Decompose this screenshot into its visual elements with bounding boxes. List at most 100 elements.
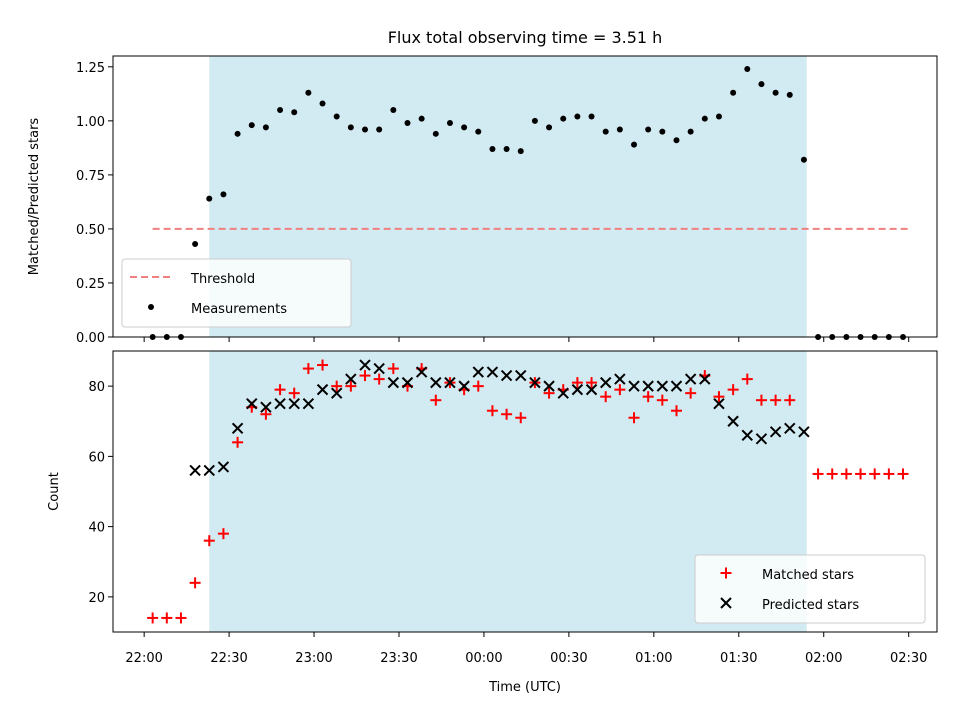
x-axis-label: Time (UTC): [488, 680, 561, 695]
measurement-point: [744, 65, 751, 72]
predicted-star-point: [571, 383, 584, 396]
matched-star-point: [232, 436, 244, 448]
predicted-star-point: [359, 359, 371, 371]
matched-star-point: [685, 387, 697, 399]
matched-star-point: [430, 394, 442, 406]
measurement-point: [602, 128, 609, 135]
matched-star-point: [373, 373, 385, 385]
top-axes-frame: [112, 55, 938, 338]
bottom-panel: 20 40 60 80 22:00 22:30 23:00 23:30 00:00 00:30 0…: [47, 350, 938, 695]
predicted-star-point: [345, 373, 357, 385]
predicted-star-point: [699, 373, 711, 385]
bottom-x-tick-label: 22:30: [210, 651, 247, 666]
legend-matched-label: Matched stars: [762, 568, 854, 583]
predicted-star-point: [330, 387, 343, 399]
matched-star-point: [614, 384, 626, 396]
legend-threshold-label: Threshold: [190, 272, 255, 287]
matched-star-point: [189, 577, 201, 589]
matched-star-point: [571, 377, 583, 389]
measurement-point: [277, 107, 284, 114]
legend-measurement-swatch: [148, 304, 154, 310]
matched-star-point: [260, 408, 272, 420]
matched-star-point: [770, 394, 782, 406]
predicted-star-point: [246, 397, 258, 410]
measurement-point: [376, 126, 383, 133]
measurement-point: [248, 122, 255, 129]
measurement-point: [347, 124, 354, 131]
top-x-ticks: [143, 337, 910, 342]
matched-star-point: [642, 391, 654, 403]
matched-star-point: [203, 535, 215, 547]
predicted-stars-points: [189, 359, 810, 477]
matched-star-point: [147, 612, 159, 624]
predicted-star-point: [543, 380, 555, 392]
predicted-star-point: [798, 426, 810, 438]
measurement-point: [362, 126, 369, 133]
predicted-star-point: [557, 387, 569, 399]
measurement-point: [234, 130, 241, 137]
predicted-star-point: [217, 461, 230, 473]
predicted-star-point: [515, 369, 527, 382]
bottom-x-tick-label: 01:00: [635, 651, 672, 666]
matched-star-point: [486, 405, 498, 417]
measurement-point: [786, 91, 793, 98]
measurement-point: [560, 115, 567, 122]
legend-predicted-label: Predicted stars: [762, 598, 859, 613]
matched-star-point: [713, 391, 725, 403]
matched-star-point: [883, 468, 895, 480]
matched-star-point: [302, 363, 314, 375]
bottom-x-tick-label: 00:30: [550, 651, 587, 666]
predicted-star-point: [784, 422, 796, 434]
matched-star-point: [331, 380, 343, 392]
measurement-point: [800, 156, 807, 163]
top-legend: Threshold Measurements: [121, 258, 352, 328]
predicted-star-point: [486, 366, 499, 378]
measurement-point: [730, 89, 737, 96]
bottom-y-tick-label: 60: [88, 450, 105, 465]
predicted-star-point: [231, 422, 244, 434]
bottom-axes-frame: [112, 350, 938, 633]
predicted-star-point: [642, 380, 654, 392]
matched-star-point: [600, 391, 612, 403]
predicted-star-point: [189, 464, 201, 477]
legend-plus-mark: [720, 567, 732, 579]
matched-star-point: [586, 377, 598, 389]
matched-star-point: [741, 373, 753, 385]
matched-star-point: [840, 468, 852, 480]
predicted-star-point: [585, 383, 598, 396]
top-y-axis: 0.00 0.25 0.50 0.75 1.00 1.25: [76, 61, 113, 346]
predicted-star-point: [599, 376, 612, 389]
measurement-point: [192, 241, 199, 248]
matched-star-point: [317, 359, 329, 371]
predicted-star-point: [684, 373, 697, 385]
matched-star-point: [161, 612, 173, 624]
measurement-point: [475, 128, 482, 135]
matched-star-point: [543, 387, 555, 399]
measurement-point: [489, 145, 496, 152]
measurement-point: [432, 130, 439, 137]
bottom-x-tick-label: 23:30: [380, 651, 417, 666]
legend-matched-swatch: [720, 567, 732, 579]
matched-star-point: [656, 394, 668, 406]
predicted-star-point: [670, 380, 683, 392]
bottom-x-tick-label: 02:30: [890, 651, 927, 666]
measurement-point: [305, 89, 312, 96]
matched-star-point: [217, 528, 229, 540]
predicted-star-point: [373, 362, 385, 375]
measurement-point: [645, 126, 652, 133]
matched-star-point: [359, 370, 371, 382]
bottom-x-tick-label: 02:00: [805, 651, 842, 666]
predicted-star-point: [387, 376, 400, 389]
matched-star-point: [501, 408, 513, 420]
top-legend-box: [121, 258, 352, 328]
measurement-point: [220, 191, 227, 198]
matched-star-point: [855, 468, 867, 480]
bottom-y-tick-label: 20: [88, 591, 105, 606]
measurement-point: [418, 115, 425, 122]
measurement-point: [404, 120, 411, 127]
predicted-star-point: [472, 366, 484, 378]
matched-star-point: [784, 394, 796, 406]
measurement-point: [687, 128, 694, 135]
measurement-point: [333, 113, 340, 120]
